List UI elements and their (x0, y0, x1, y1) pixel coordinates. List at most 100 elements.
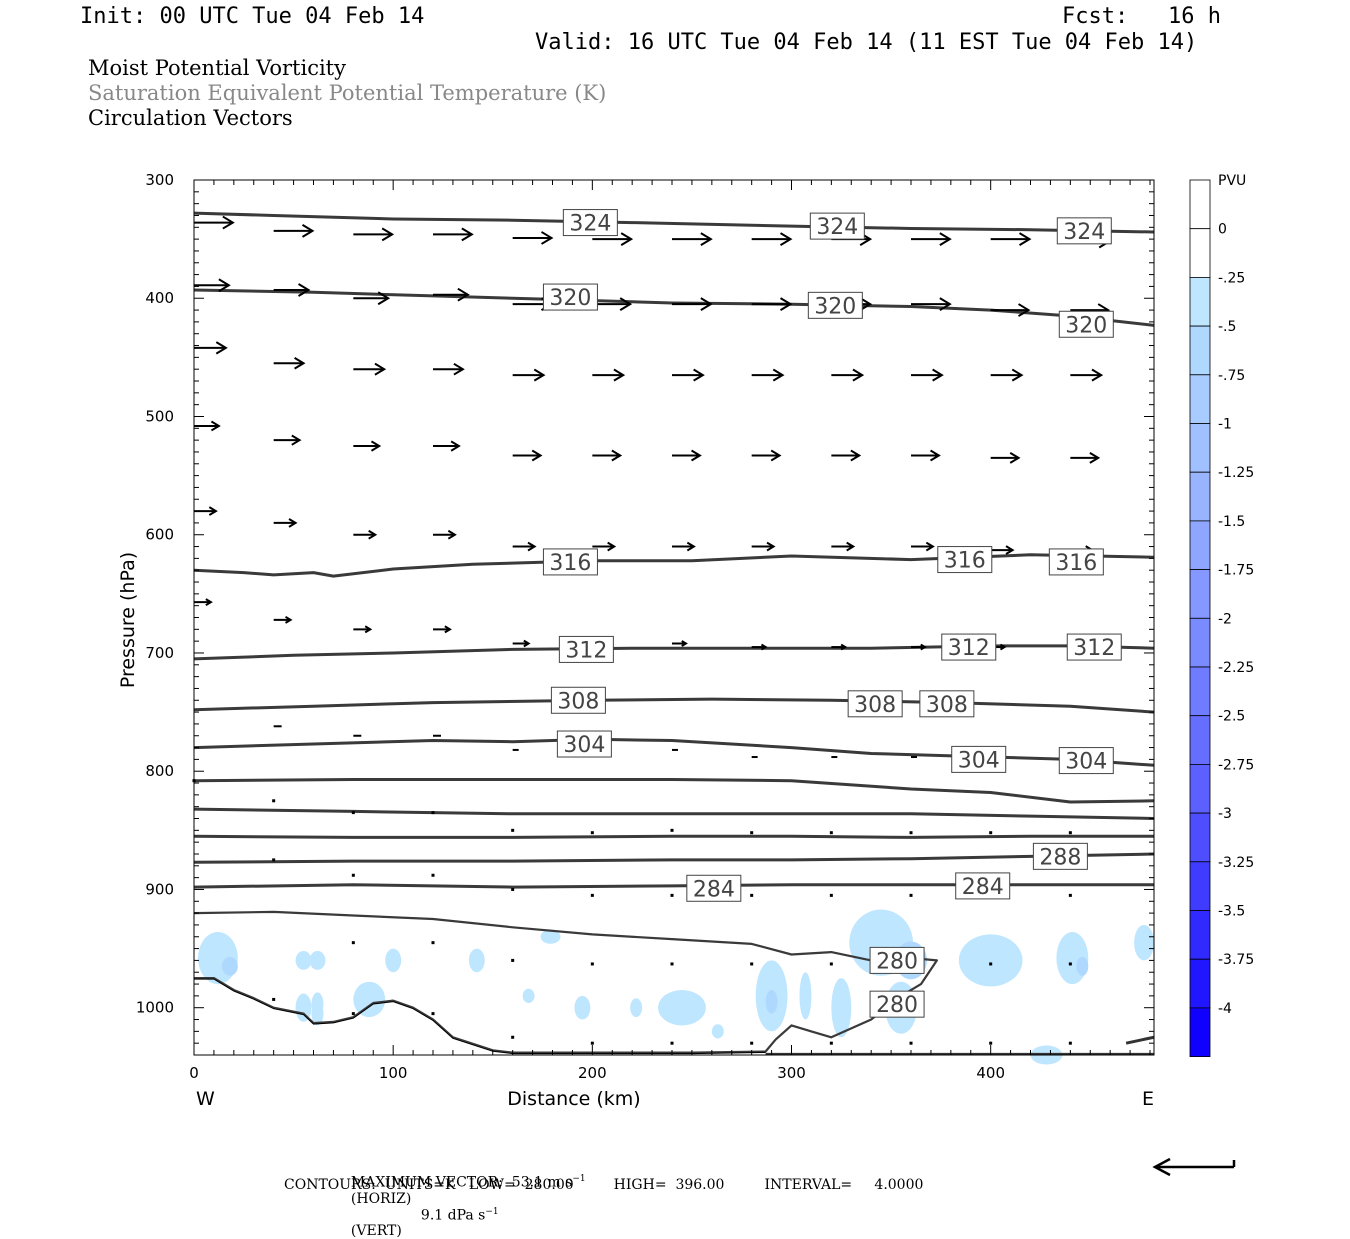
vector-arrow (273, 223, 315, 238)
colorbar-label: -1 (1218, 417, 1232, 433)
vector-head (760, 643, 768, 651)
contour-label-text: 324 (816, 215, 858, 240)
contour-label: 280 (869, 946, 925, 974)
colorbar-label: -3 (1218, 806, 1232, 822)
vector-head (364, 625, 373, 634)
colorbar-swatch (1189, 764, 1211, 814)
contour-label-text: 316 (1055, 551, 1097, 576)
contour-label-box (1056, 217, 1112, 245)
vector-arrow (273, 434, 302, 446)
vector-head (368, 529, 378, 540)
vector-dot (1068, 893, 1072, 897)
vector-head (374, 362, 387, 376)
contour-label-text: 304 (1065, 750, 1107, 775)
contour-label-box (1066, 633, 1122, 661)
vector-arrow (433, 287, 470, 302)
colorbar-label: -.75 (1218, 368, 1245, 384)
contour-label-text: 284 (693, 877, 735, 902)
vector-dot (670, 962, 674, 966)
contour-label-box (847, 690, 903, 718)
y-tick-label: 700 (145, 644, 174, 662)
contour-308 (193, 697, 1155, 714)
vector-head (611, 449, 623, 462)
contour-label-text: 320 (549, 286, 591, 311)
vector-dot (909, 1041, 913, 1045)
vector-arrow (194, 598, 213, 607)
vector-head (770, 449, 782, 462)
vector-head (852, 368, 865, 382)
contour-label-text: 312 (948, 636, 990, 661)
vector-dot (1068, 831, 1072, 835)
colorbar-swatch (1189, 520, 1211, 571)
vector-head (925, 541, 935, 552)
contour-label-box (955, 872, 1011, 900)
vector-dot (829, 893, 833, 897)
vector-arrow (592, 449, 623, 462)
vector-arrow (911, 232, 952, 246)
vector-head (1019, 232, 1032, 246)
contour-label: 324 (809, 212, 865, 240)
contour-label-box (869, 990, 925, 1018)
vector-arrow (273, 615, 293, 624)
vector-head (447, 529, 457, 540)
title-mpv: Moist Potential Vorticity (88, 56, 346, 80)
vector-head (285, 615, 293, 624)
y-tick-label: 400 (145, 289, 174, 307)
vector-head (939, 297, 952, 312)
vector-dot (670, 893, 674, 897)
vector-head (930, 449, 941, 462)
contour-label-box (542, 283, 598, 311)
vector-head (766, 541, 776, 552)
vector-head (1089, 451, 1101, 464)
colorbar-label: -.25 (1218, 270, 1245, 286)
pv-region (221, 956, 238, 976)
colorbar-swatch (1189, 179, 1211, 230)
pv-region (574, 995, 591, 1020)
colorbar: 0 -.25 -.5 -.75 -1 -1.25 -1.5 -1.75 -2 -2.25 -2.5 -… (1189, 179, 1254, 1058)
vector-head (780, 232, 793, 246)
vector-arrow (512, 449, 543, 462)
contour-label: 304 (556, 730, 612, 758)
init-time: Init: 00 UTC Tue 04 Feb 14 (80, 4, 425, 29)
pv-region (468, 948, 485, 973)
vector-head (700, 297, 713, 312)
contour-label-box (1058, 747, 1114, 775)
vector-head (294, 357, 306, 370)
footer-max-vector: MAXIMUM VECTOR: 53.1 m s−1 (HORIZ) 9.1 d… (342, 1158, 586, 1239)
vector-head (531, 449, 543, 462)
colorbar-label: -4 (1218, 1001, 1232, 1017)
contour-label-text: 312 (565, 638, 607, 663)
colorbar-swatch (1189, 666, 1211, 717)
colorbar-label: -3.25 (1218, 855, 1254, 871)
contour-label-text: 308 (557, 689, 599, 714)
colorbar-label: -2.75 (1218, 757, 1254, 773)
footer-horiz-value: MAXIMUM VECTOR: 53.1 m s (350, 1174, 573, 1191)
vector-arrow (273, 518, 298, 528)
colorbar-title: PVU (1218, 173, 1246, 189)
contour-label-text: 312 (1073, 636, 1115, 661)
vector-arrow (831, 643, 848, 651)
contour-label: 312 (558, 635, 614, 663)
contour-label: 312 (941, 633, 997, 661)
vector-arrow (751, 541, 776, 552)
vector-arrow (353, 440, 382, 452)
vector-head (1018, 303, 1031, 317)
pv-region (385, 948, 402, 973)
y-tick-label: 600 (145, 526, 174, 544)
contour-label-text: 304 (563, 733, 605, 758)
vector-arrow (751, 297, 793, 312)
vector-head (461, 227, 474, 242)
vector-arrow (990, 303, 1031, 317)
contour-label-box (941, 633, 997, 661)
contour-label-text: 284 (962, 875, 1004, 900)
colorbar-swatch (1189, 958, 1211, 1009)
vector-arrow (990, 545, 1015, 555)
vector-dot (351, 873, 355, 877)
pv-region (311, 992, 324, 1016)
vector-head (208, 506, 218, 516)
title-theta-es: Saturation Equivalent Potential Temperat… (88, 81, 607, 105)
contour-label-text: 280 (876, 993, 918, 1018)
vector-arrow (353, 227, 395, 242)
contour-label-box (1058, 310, 1114, 338)
